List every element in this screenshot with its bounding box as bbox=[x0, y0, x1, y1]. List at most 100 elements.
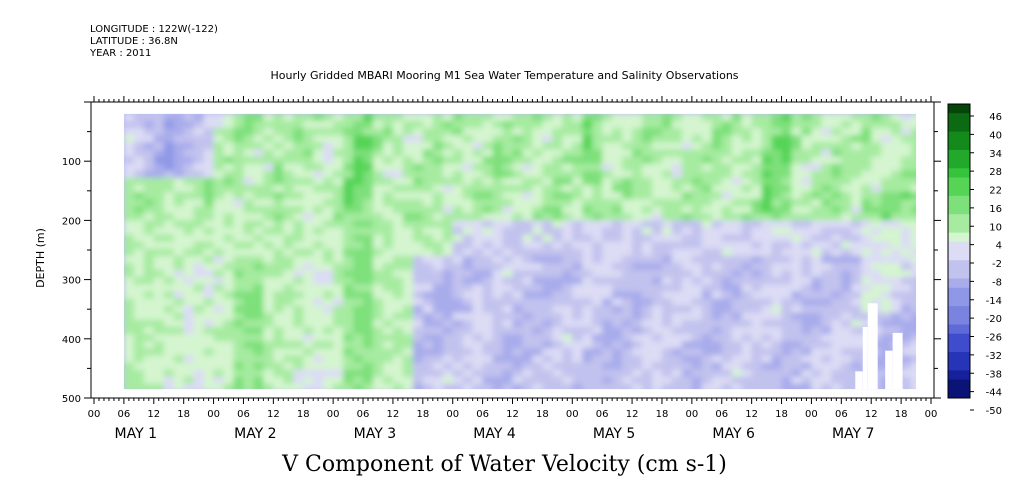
heatmap-cell bbox=[263, 355, 274, 364]
heatmap-cell bbox=[392, 312, 404, 321]
heatmap-cell bbox=[442, 312, 454, 321]
heatmap-cell bbox=[741, 255, 753, 264]
heatmap-cell bbox=[153, 355, 165, 364]
heatmap-cell bbox=[502, 170, 514, 179]
heatmap-cell bbox=[323, 170, 334, 179]
heatmap-cell bbox=[353, 348, 364, 356]
heatmap-cell bbox=[691, 355, 703, 364]
heatmap-cell bbox=[253, 113, 264, 122]
heatmap-cell bbox=[193, 177, 205, 186]
heatmap-cell bbox=[223, 362, 235, 371]
heatmap-cell bbox=[482, 149, 494, 158]
heatmap-cell bbox=[542, 135, 553, 143]
heatmap-cell bbox=[761, 334, 773, 342]
x-hour-tick-label: 18 bbox=[656, 409, 669, 420]
heatmap-cell bbox=[333, 376, 344, 385]
heatmap-cell bbox=[582, 255, 593, 264]
heatmap-cell bbox=[612, 369, 623, 378]
heatmap-cell bbox=[881, 213, 892, 221]
heatmap-cell bbox=[422, 255, 434, 264]
heatmap-cell bbox=[572, 227, 583, 236]
heatmap-cell bbox=[552, 383, 563, 392]
heatmap-cell bbox=[233, 234, 245, 243]
heatmap-cell bbox=[851, 355, 862, 364]
heatmap-cell bbox=[671, 213, 683, 221]
heatmap-cell bbox=[213, 255, 225, 264]
heatmap-cell bbox=[512, 284, 524, 292]
heatmap-cell bbox=[522, 277, 534, 285]
colorbar-label: -50 bbox=[986, 406, 1002, 417]
heatmap-cell bbox=[701, 199, 713, 207]
heatmap-cell bbox=[263, 362, 274, 371]
heatmap-cell bbox=[492, 383, 504, 392]
heatmap-cell bbox=[562, 362, 573, 371]
colorbar-segment bbox=[948, 149, 970, 160]
heatmap-cell bbox=[562, 184, 573, 193]
heatmap-cell bbox=[831, 213, 842, 221]
heatmap-cell bbox=[652, 327, 663, 335]
heatmap-cell bbox=[452, 135, 464, 143]
heatmap-cell bbox=[472, 206, 484, 214]
heatmap-cell bbox=[323, 305, 334, 314]
heatmap-cell bbox=[632, 312, 643, 321]
heatmap-cell bbox=[263, 383, 274, 392]
heatmap-cell bbox=[542, 305, 553, 314]
heatmap-cell bbox=[701, 327, 713, 335]
heatmap-cell bbox=[771, 312, 783, 321]
heatmap-cell bbox=[781, 362, 793, 371]
heatmap-cell bbox=[173, 376, 185, 385]
heatmap-cell bbox=[642, 341, 653, 349]
heatmap-cell bbox=[432, 277, 444, 285]
heatmap-cell bbox=[761, 319, 773, 328]
heatmap-cell bbox=[373, 348, 384, 356]
heatmap-cell bbox=[831, 227, 842, 236]
heatmap-cell bbox=[622, 270, 633, 278]
heatmap-cell bbox=[592, 362, 603, 371]
heatmap-cell bbox=[283, 376, 294, 385]
heatmap-cell bbox=[283, 206, 294, 214]
heatmap-cell bbox=[373, 234, 384, 243]
heatmap-cell bbox=[323, 362, 334, 371]
heatmap-cell bbox=[173, 355, 185, 364]
heatmap-cell bbox=[821, 227, 832, 236]
heatmap-cell bbox=[781, 213, 793, 221]
heatmap-cell bbox=[811, 156, 822, 165]
heatmap-cell bbox=[273, 227, 284, 236]
heatmap-cell bbox=[821, 177, 832, 186]
heatmap-cell bbox=[741, 291, 753, 300]
heatmap-cell bbox=[313, 298, 324, 307]
heatmap-cell bbox=[173, 298, 185, 307]
heatmap-cell bbox=[681, 284, 693, 292]
heatmap-cell bbox=[731, 241, 743, 250]
heatmap-cell bbox=[452, 376, 464, 385]
heatmap-cell bbox=[203, 298, 215, 307]
heatmap-cell bbox=[582, 369, 593, 378]
heatmap-cell bbox=[223, 170, 235, 179]
heatmap-cell bbox=[741, 163, 753, 172]
heatmap-cell bbox=[492, 319, 504, 328]
heatmap-cell bbox=[402, 220, 414, 229]
x-day-label: MAY 5 bbox=[593, 426, 635, 442]
heatmap-cell bbox=[741, 170, 753, 179]
heatmap-cell bbox=[462, 369, 474, 378]
heatmap-cell bbox=[751, 341, 763, 349]
heatmap-cell bbox=[871, 177, 882, 186]
heatmap-cell bbox=[562, 120, 573, 129]
heatmap-cell bbox=[193, 263, 205, 271]
heatmap-cell bbox=[253, 291, 264, 300]
heatmap-cell bbox=[353, 319, 364, 328]
heatmap-cell bbox=[592, 120, 603, 129]
heatmap-cell bbox=[392, 284, 404, 292]
heatmap-cell bbox=[213, 327, 225, 335]
heatmap-cell bbox=[422, 376, 434, 385]
heatmap-cell bbox=[402, 305, 414, 314]
heatmap-cell bbox=[881, 149, 892, 158]
heatmap-cell bbox=[781, 270, 793, 278]
heatmap-cell bbox=[452, 192, 464, 200]
heatmap-cell bbox=[652, 128, 663, 136]
heatmap-cell bbox=[891, 128, 902, 136]
heatmap-cell bbox=[811, 234, 822, 243]
heatmap-cell bbox=[273, 327, 284, 335]
axis-labels: 00 06 12 18 00 06 12 18 00 06 12 18 00 06 12 18 00 06 12 18… bbox=[34, 112, 1002, 442]
heatmap-cell bbox=[522, 163, 534, 172]
